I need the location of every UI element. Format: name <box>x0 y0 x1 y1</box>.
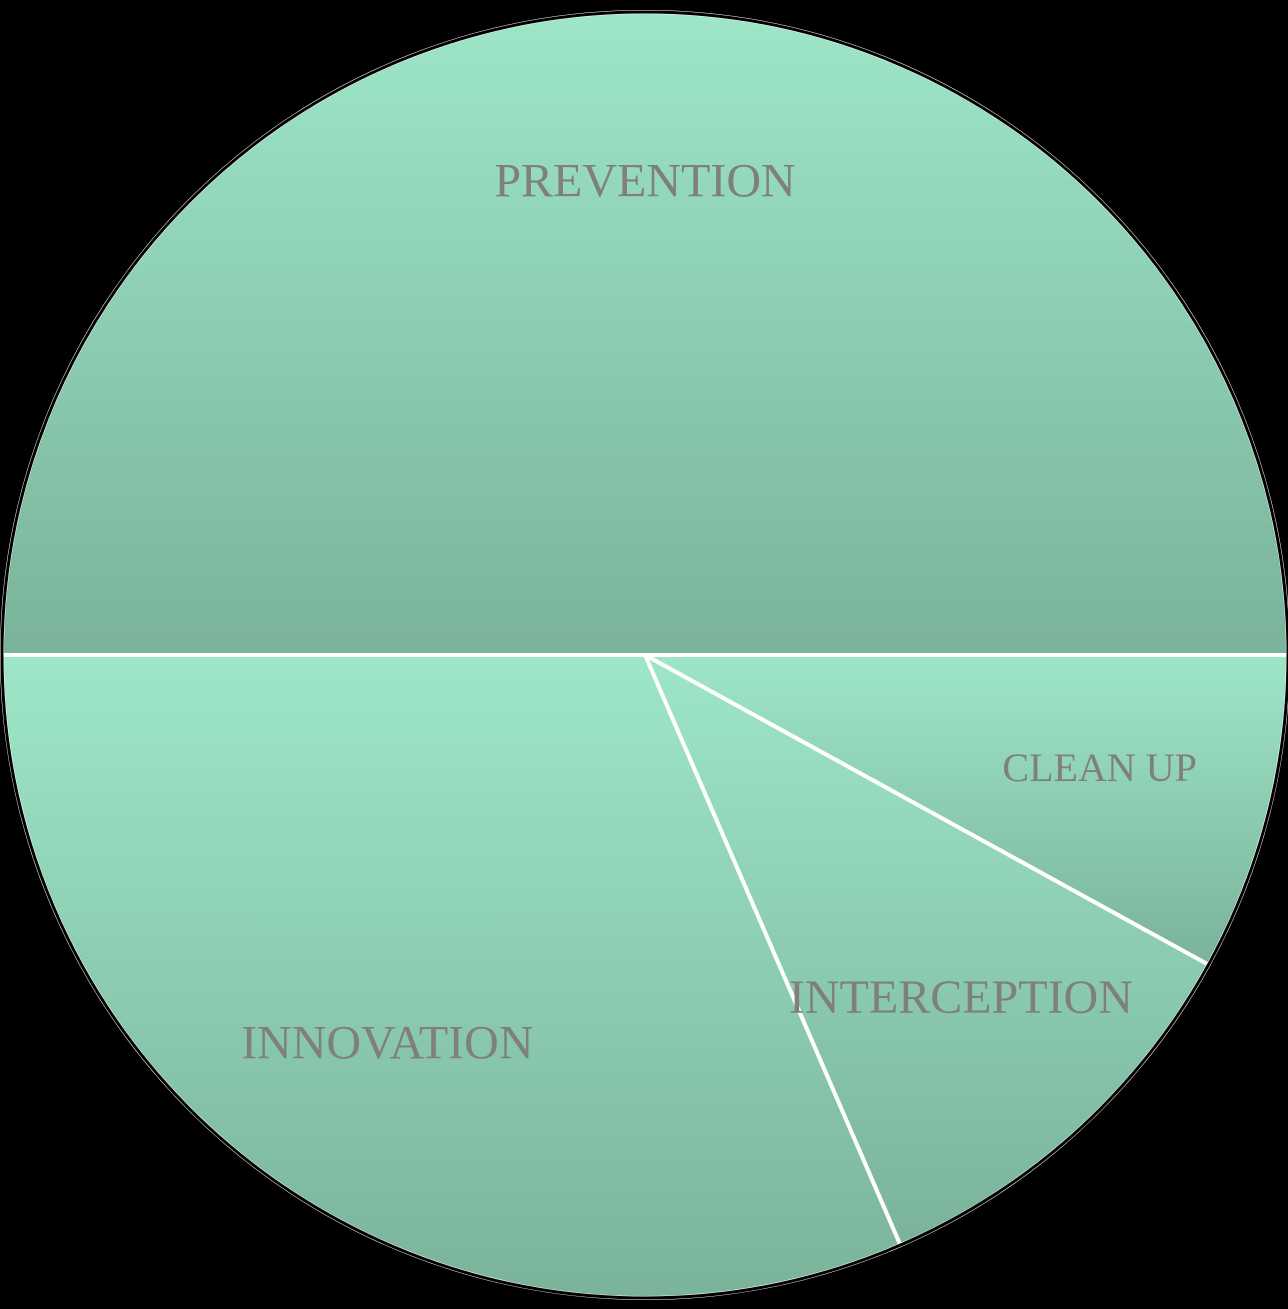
pie-outline <box>0 10 1288 1300</box>
slice-label: CLEAN UP <box>1002 745 1196 790</box>
pie-slice <box>0 10 1288 657</box>
slice-label: PREVENTION <box>494 155 795 208</box>
slice-label: INNOVATION <box>241 1016 533 1069</box>
slice-label: INTERCEPTION <box>789 971 1133 1024</box>
